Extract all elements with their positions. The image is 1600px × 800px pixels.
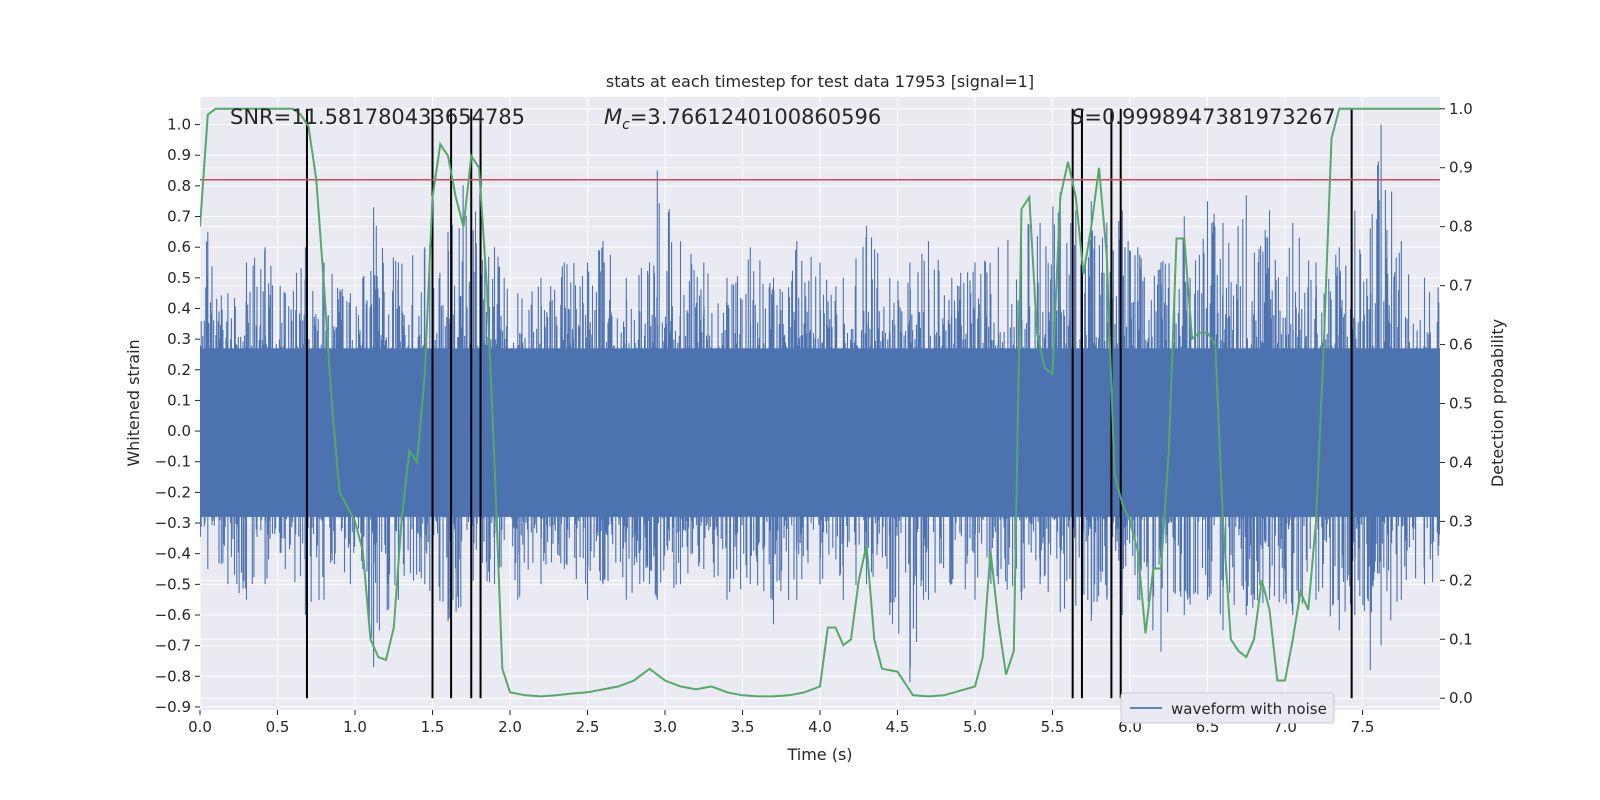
y-left-tick-label: 0.6 bbox=[167, 238, 191, 256]
s-symbol: S bbox=[1071, 105, 1084, 129]
y-left-tick-label: 0.1 bbox=[167, 391, 191, 409]
x-tick-label: 3.0 bbox=[653, 718, 677, 736]
y-left-tick-label: −0.9 bbox=[155, 698, 191, 716]
x-tick-label: 7.5 bbox=[1351, 718, 1375, 736]
waveform-series bbox=[200, 124, 1440, 683]
detection-probability-series bbox=[200, 107, 1440, 698]
y-left-tick-label: 0.9 bbox=[167, 146, 191, 164]
y-left-tick-label: 0.8 bbox=[167, 177, 191, 195]
x-tick-label: 0.5 bbox=[266, 718, 290, 736]
chirp-mass-value: =3.7661240100860596 bbox=[630, 105, 881, 129]
y-left-tick-label: −0.3 bbox=[155, 514, 191, 532]
y-right-tick-label: 0.4 bbox=[1449, 453, 1473, 471]
y-left-tick-label: 0.0 bbox=[167, 422, 191, 440]
y-right-tick-label: 0.9 bbox=[1449, 159, 1473, 177]
y-right-tick-label: 0.1 bbox=[1449, 630, 1473, 648]
x-tick-label: 2.0 bbox=[498, 718, 522, 736]
y-right-tick-label: 0.6 bbox=[1449, 336, 1473, 354]
legend: waveform with noise bbox=[1120, 692, 1335, 724]
y-right-tick-label: 1.0 bbox=[1449, 100, 1473, 118]
y-left-tick-label: 0.3 bbox=[167, 330, 191, 348]
x-tick-label: 5.0 bbox=[963, 718, 987, 736]
x-axis-label: Time (s) bbox=[786, 745, 852, 764]
chart-title: stats at each timestep for test data 179… bbox=[606, 72, 1034, 91]
s-annotation: S=0.9998947381973267 bbox=[1071, 105, 1336, 129]
y-right-tick-label: 0.7 bbox=[1449, 277, 1473, 295]
y-right-tick-label: 0.2 bbox=[1449, 571, 1473, 589]
y-axis-left-ticks: −0.9 −0.8 −0.7 −0.6 −0.5 −0.4 −0.3 −0.2 −0.1 0.0 0… bbox=[155, 116, 200, 716]
x-tick-label: 4.0 bbox=[808, 718, 832, 736]
y-right-tick-label: 0.8 bbox=[1449, 218, 1473, 236]
y-right-tick-label: 0.5 bbox=[1449, 395, 1473, 413]
legend-label: waveform with noise bbox=[1171, 700, 1327, 718]
y-left-tick-label: 0.4 bbox=[167, 299, 191, 317]
y-axis-right-label: Detection probability bbox=[1488, 319, 1507, 487]
snr-annotation: SNR=11.581780433654785 bbox=[230, 105, 525, 129]
y-left-tick-label: −0.5 bbox=[155, 575, 191, 593]
y-left-tick-label: −0.1 bbox=[155, 453, 191, 471]
chirp-mass-symbol: M bbox=[604, 105, 622, 129]
y-left-tick-label: 1.0 bbox=[167, 116, 191, 134]
y-left-tick-label: −0.6 bbox=[155, 606, 191, 624]
y-left-tick-label: −0.4 bbox=[155, 545, 191, 563]
chirp-mass-annotation: Mc=3.7661240100860596 bbox=[604, 105, 881, 133]
x-tick-label: 0.0 bbox=[188, 718, 212, 736]
chirp-mass-subscript: c bbox=[622, 117, 630, 133]
y-right-tick-label: 0.0 bbox=[1449, 689, 1473, 707]
x-tick-label: 2.5 bbox=[576, 718, 600, 736]
x-tick-label: 1.5 bbox=[421, 718, 445, 736]
y-right-tick-label: 0.3 bbox=[1449, 512, 1473, 530]
x-tick-label: 5.5 bbox=[1041, 718, 1065, 736]
y-left-tick-label: 0.5 bbox=[167, 269, 191, 287]
y-axis-right-ticks: 0.0 0.1 0.2 0.3 0.4 0.5 0.6 0.7 0.8 0.9 1.0 bbox=[1440, 100, 1473, 707]
x-tick-label: 1.0 bbox=[343, 718, 367, 736]
x-tick-label: 4.5 bbox=[886, 718, 910, 736]
x-tick-label: 3.5 bbox=[731, 718, 755, 736]
y-left-tick-label: 0.7 bbox=[167, 208, 191, 226]
waveform-trace bbox=[200, 124, 1440, 683]
y-left-tick-label: 0.2 bbox=[167, 361, 191, 379]
y-left-tick-label: −0.7 bbox=[155, 637, 191, 655]
legend-box bbox=[1120, 692, 1335, 724]
y-axis-left-label: Whitened strain bbox=[124, 339, 143, 466]
s-value: =0.9998947381973267 bbox=[1084, 105, 1335, 129]
detection-probability-line bbox=[200, 107, 1440, 698]
y-left-tick-label: −0.2 bbox=[155, 483, 191, 501]
y-left-tick-label: −0.8 bbox=[155, 667, 191, 685]
